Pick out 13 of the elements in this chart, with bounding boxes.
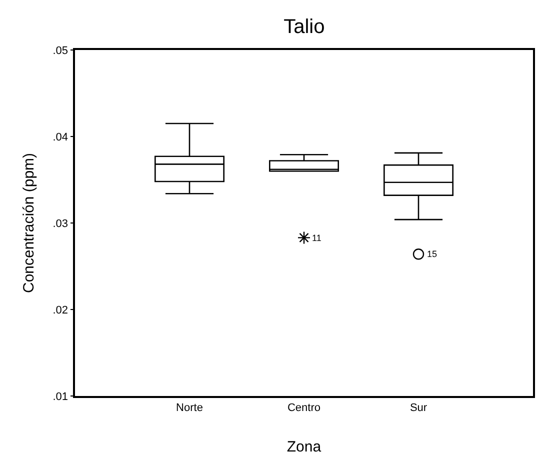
x-tick-label: Norte	[176, 402, 203, 414]
x-axis-title: Zona	[286, 438, 322, 456]
y-tick-label: .05	[52, 44, 68, 57]
y-axis-title: Concentración (ppm)	[20, 152, 38, 294]
x-tick-label: Centro	[287, 402, 321, 414]
chart-title: Talio	[284, 16, 325, 38]
annotation: 11	[312, 233, 322, 243]
y-tick-label: .04	[52, 131, 68, 144]
y-tick-label: .01	[52, 390, 68, 403]
x-tick-label: Sur	[410, 402, 428, 414]
y-tick-label: .03	[52, 218, 68, 230]
annotation: 15	[427, 249, 438, 259]
y-tick-label: .02	[52, 304, 68, 316]
